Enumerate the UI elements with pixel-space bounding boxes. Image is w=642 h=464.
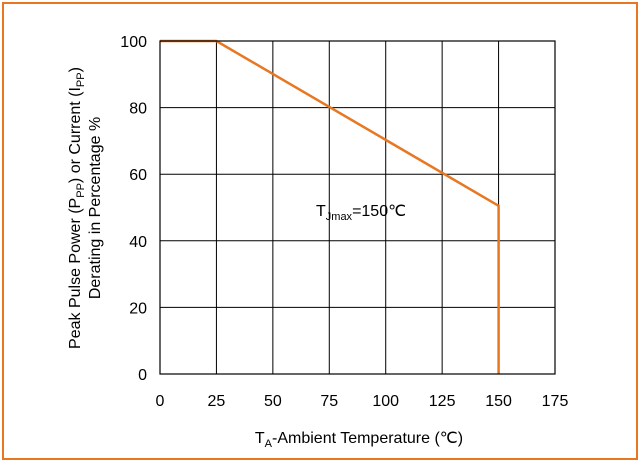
x-tick-label-75: 75 [320,393,338,410]
x-tick-label-0: 0 [156,393,165,410]
x-tick-label-125: 125 [429,393,456,410]
x-tick-label-50: 50 [264,393,282,410]
x-tick-label-100: 100 [372,393,399,410]
y-tick-label-80: 80 [129,101,147,118]
y-tick-label-100: 100 [120,34,147,51]
x-axis-title: TA-Ambient Temperature (℃) [255,430,463,450]
y-tick-labels: 0 20 40 60 80 100 [120,34,147,384]
x-tick-labels: 0 25 50 75 100 125 150 175 [156,393,569,410]
x-tick-label-150: 150 [485,393,512,410]
x-tick-label-175: 175 [542,393,569,410]
x-tick-label-25: 25 [208,393,226,410]
y-tick-label-60: 60 [129,167,147,184]
y-axis-title: Peak Pulse Power (PPP) or Current (IPP) … [67,67,104,349]
y-tick-label-40: 40 [129,234,147,251]
y-axis-title-line1: Peak Pulse Power (PPP) or Current (IPP) [67,67,87,349]
y-tick-label-0: 0 [138,367,147,384]
chart-frame [2,2,638,460]
plot-border [159,40,556,375]
tjmax-annotation: TJmax=150℃ [316,203,406,223]
y-axis-title-line2: Derating in Percentage % [87,117,104,299]
y-tick-label-20: 20 [129,300,147,317]
